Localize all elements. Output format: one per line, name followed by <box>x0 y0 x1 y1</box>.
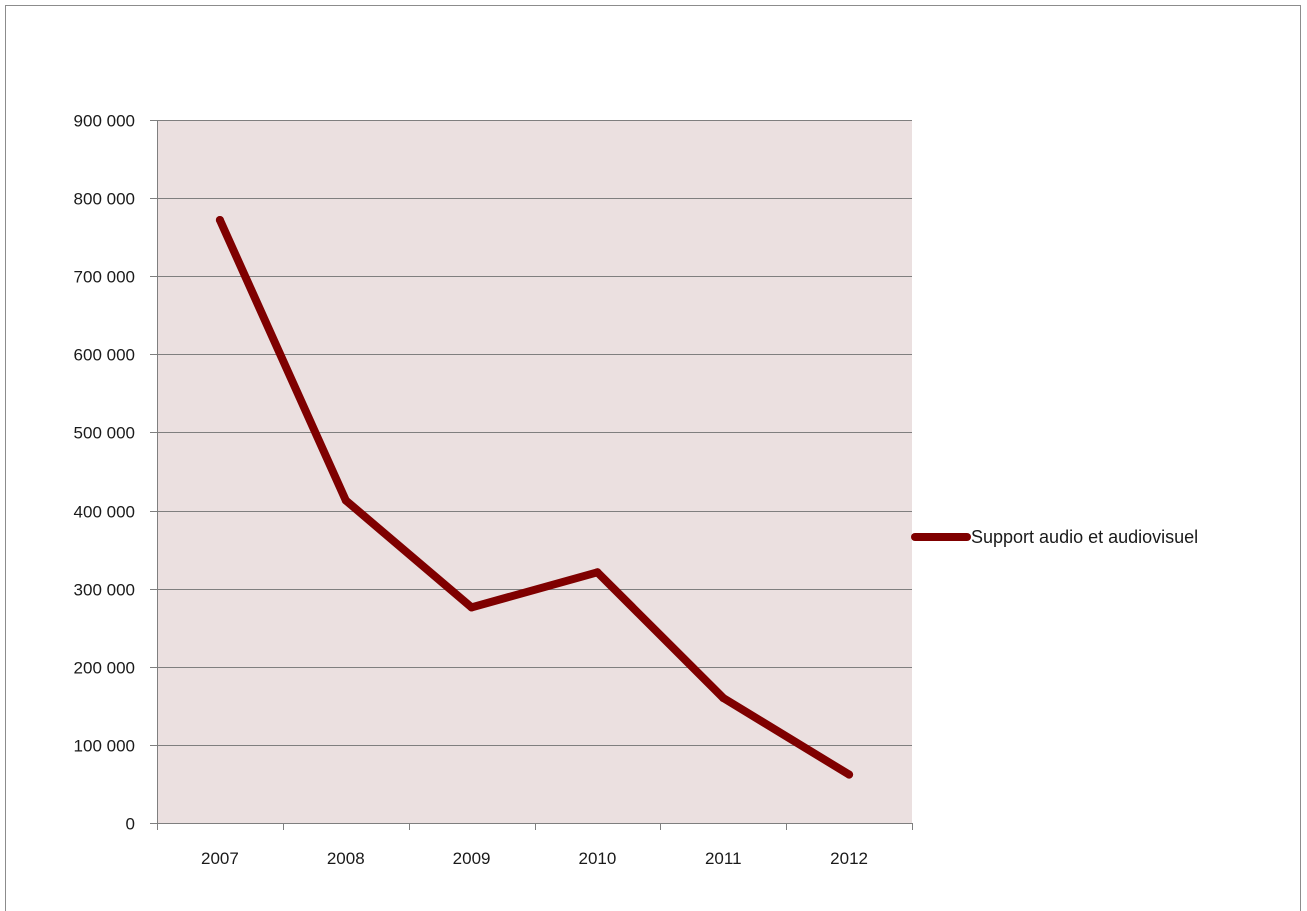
y-axis-tick-label: 200 000 <box>74 659 135 678</box>
y-axis-tick-label: 100 000 <box>74 737 135 756</box>
y-axis-tick-label: 0 <box>126 815 135 834</box>
data-point <box>341 496 350 505</box>
series-layer <box>215 215 854 779</box>
data-point <box>467 603 476 612</box>
x-axis-tick-label: 2011 <box>705 849 742 868</box>
x-axis-tick-label: 2007 <box>201 849 239 868</box>
x-axis-tick-label: 2010 <box>579 849 617 868</box>
axes <box>150 120 913 830</box>
y-axis-tick-labels: 0 100 000 200 000 300 000 400 000 500 000 600 … <box>74 112 135 834</box>
y-axis-tick-label: 600 000 <box>74 346 135 365</box>
y-axis-tick-label: 500 000 <box>74 424 135 443</box>
x-axis-tick-label: 2009 <box>453 849 491 868</box>
gridlines <box>157 120 912 746</box>
x-axis-tick-labels: 2007 2008 2009 2010 2011 2012 <box>201 849 868 868</box>
y-axis-tick-label: 700 000 <box>74 268 135 287</box>
y-axis-tick-label: 800 000 <box>74 190 135 209</box>
x-axis-tick-label: 2008 <box>327 849 365 868</box>
legend-label: Support audio et audiovisuel <box>971 527 1198 547</box>
series-line <box>215 216 854 779</box>
y-axis-tick-label: 400 000 <box>74 503 135 522</box>
data-point <box>719 694 728 703</box>
data-point <box>845 770 854 779</box>
y-axis-tick-label: 300 000 <box>74 581 135 600</box>
plot-area <box>157 120 912 823</box>
legend: Support audio et audiovisuel <box>911 527 1198 547</box>
x-axis-tick-label: 2012 <box>830 849 868 868</box>
data-point <box>593 568 602 577</box>
y-axis-tick-label: 900 000 <box>74 112 135 131</box>
data-point <box>215 215 224 224</box>
